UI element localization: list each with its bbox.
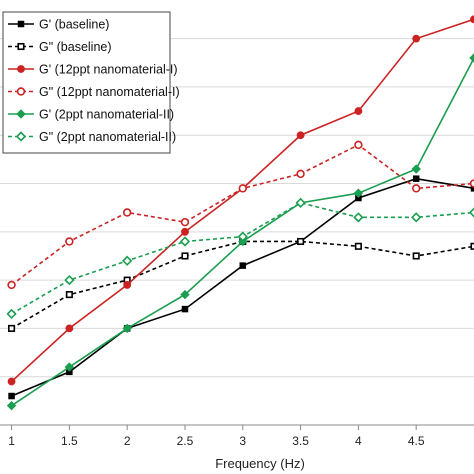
data-point	[412, 175, 420, 182]
data-point	[296, 169, 305, 179]
legend-marker	[17, 20, 25, 28]
data-point	[181, 305, 189, 313]
legend-item: G" (12ppt nanomaterial-I)	[8, 85, 180, 99]
legend-item: G" (2ppt nanomaterial-II)	[8, 130, 176, 144]
series-line	[11, 177, 474, 397]
series-layer	[6, 15, 474, 411]
x-tick-label: 2.5	[177, 434, 194, 448]
data-point	[181, 227, 189, 236]
legend-marker	[17, 42, 25, 51]
data-point	[354, 242, 362, 250]
series-0	[8, 175, 474, 400]
x-tick-labels: 1 1.5 2 2.5 3 3.5 4 4.5	[8, 434, 425, 448]
legend-box	[2, 11, 171, 154]
data-point	[295, 197, 306, 208]
legend-item: G' (2ppt nanomaterial-II)	[8, 108, 174, 122]
data-point	[412, 34, 421, 43]
data-point	[180, 289, 190, 300]
data-point	[353, 188, 364, 198]
data-point	[238, 184, 247, 193]
x-tick-label: 4	[355, 434, 362, 448]
data-point	[65, 291, 73, 299]
data-point	[179, 236, 191, 247]
data-point	[64, 362, 75, 372]
legend: G' (baseline) G" (baseline) G' (12ppt nano…	[2, 11, 180, 154]
legend-label: G" (12ppt nanomaterial-I)	[39, 85, 180, 99]
data-point	[122, 323, 132, 334]
legend-item: G' (12ppt nanomaterial-I)	[8, 63, 178, 77]
data-point	[123, 281, 132, 289]
legend-label: G" (baseline)	[39, 40, 112, 54]
x-tick-label: 3.5	[292, 434, 309, 448]
data-point	[237, 231, 248, 242]
data-point	[8, 324, 16, 332]
data-point	[353, 212, 364, 223]
data-point	[7, 280, 16, 290]
legend-marker	[16, 87, 26, 96]
data-point	[64, 274, 75, 286]
data-point	[412, 252, 420, 260]
series-3	[7, 140, 474, 290]
data-point	[354, 140, 363, 150]
legend-marker	[15, 131, 27, 142]
data-point	[181, 252, 189, 260]
data-point	[296, 131, 305, 140]
x-tick-label: 2	[124, 434, 131, 448]
legend-label: G' (baseline)	[39, 18, 109, 32]
legend-marker	[16, 109, 26, 119]
data-point	[411, 164, 421, 174]
data-point	[6, 400, 17, 411]
legend-label: G" (2ppt nanomaterial-II)	[39, 130, 176, 144]
data-point	[7, 377, 16, 386]
data-point	[411, 184, 421, 193]
x-tick-label: 1.5	[61, 434, 78, 448]
x-tick-label: 3	[239, 434, 246, 448]
series-line	[11, 201, 474, 315]
data-point	[470, 242, 474, 250]
series-1	[8, 237, 474, 332]
series-5	[6, 197, 474, 320]
legend-item: G" (baseline)	[8, 40, 112, 54]
legend-marker	[17, 65, 25, 73]
data-point	[470, 15, 474, 24]
data-point	[8, 392, 15, 400]
x-tick-label: 1	[8, 434, 15, 448]
data-point	[65, 324, 74, 333]
data-point	[468, 207, 474, 218]
axes	[0, 424, 474, 430]
data-point	[470, 185, 474, 192]
data-point	[65, 237, 74, 246]
legend-item: G' (baseline)	[8, 18, 109, 32]
data-point	[354, 107, 363, 115]
legend-label: G' (2ppt nanomaterial-II)	[39, 108, 174, 122]
data-point	[469, 53, 474, 63]
series-line	[11, 240, 474, 330]
data-point	[180, 217, 190, 227]
x-tick-label: 4.5	[408, 434, 425, 448]
legend-label: G' (12ppt nanomaterial-I)	[39, 63, 178, 77]
data-point	[122, 255, 133, 266]
data-point	[297, 237, 305, 246]
data-point	[239, 262, 247, 269]
data-point	[411, 212, 422, 223]
data-point	[122, 208, 132, 217]
data-point	[469, 179, 474, 188]
x-axis-title: Frequency (Hz)	[215, 456, 305, 471]
data-point	[6, 308, 17, 320]
